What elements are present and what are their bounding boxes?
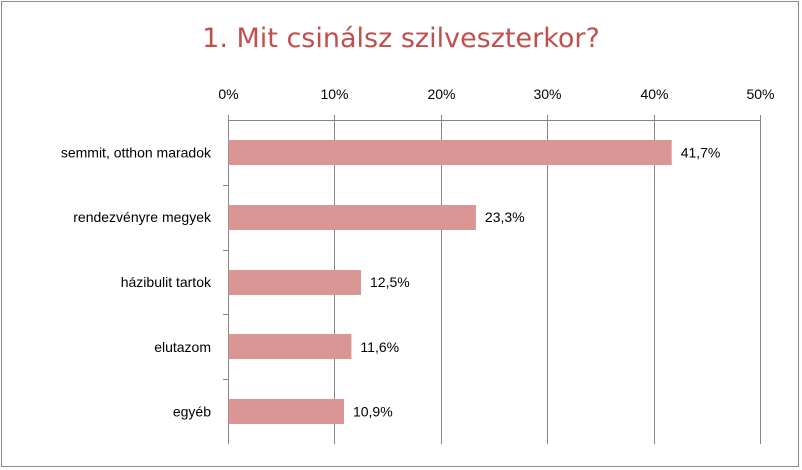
category-label: házibulit tartok — [121, 274, 212, 290]
chart-title: 1. Mit csinálsz szilveszterkor? — [202, 23, 600, 54]
data-label: 23,3% — [485, 209, 525, 225]
x-tick-label: 20% — [427, 86, 455, 102]
data-label: 12,5% — [370, 274, 410, 290]
data-label: 10,9% — [353, 404, 393, 420]
x-tick-label: 50% — [746, 86, 774, 102]
x-tick-label: 40% — [640, 86, 668, 102]
bar — [228, 334, 352, 359]
category-label: rendezvényre megyek — [73, 209, 212, 225]
category-label: egyéb — [173, 404, 211, 420]
bar — [228, 140, 672, 165]
data-label: 11,6% — [360, 339, 399, 355]
x-tick-label: 10% — [320, 86, 348, 102]
bar — [228, 205, 476, 230]
bars-layer — [228, 140, 672, 424]
x-tick-label: 0% — [218, 86, 238, 102]
bar — [228, 270, 361, 295]
x-tick-label: 30% — [533, 86, 561, 102]
labels-layer: 0% 10% 20% 30% 40% 50% semmit, otthon maradok 4… — [61, 86, 775, 420]
bar — [228, 399, 344, 424]
data-label: 41,7% — [681, 144, 721, 160]
category-label: semmit, otthon maradok — [61, 144, 212, 160]
category-label: elutazom — [154, 339, 211, 355]
